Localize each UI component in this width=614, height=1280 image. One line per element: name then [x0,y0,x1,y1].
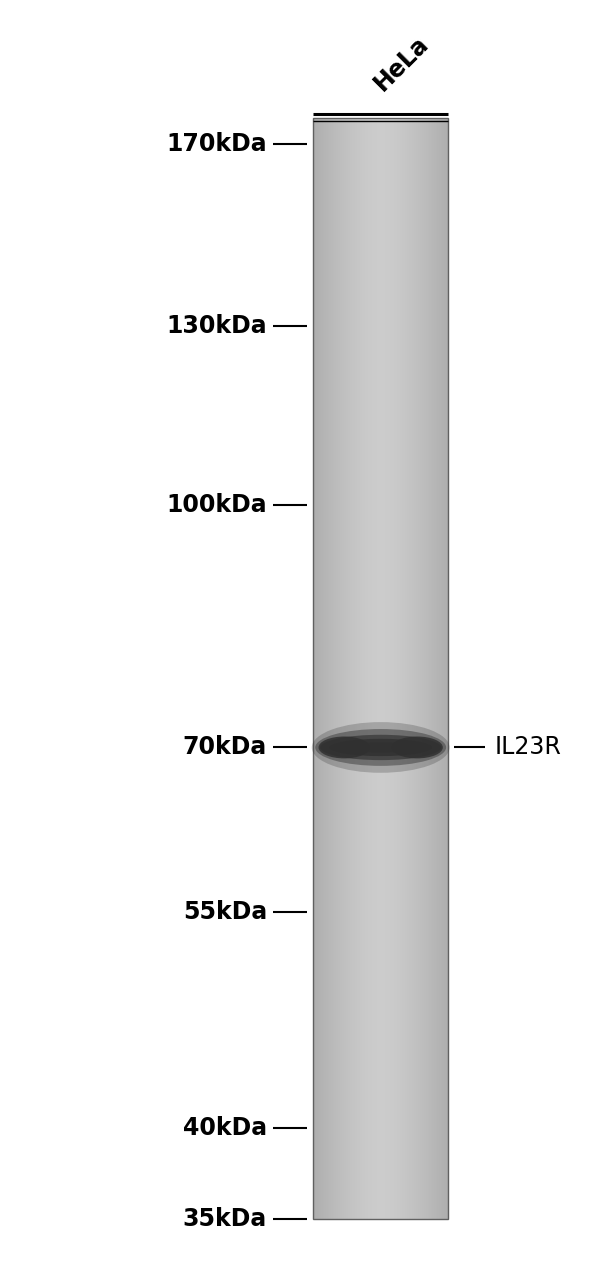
Text: 55kDa: 55kDa [183,900,267,924]
Text: 40kDa: 40kDa [183,1116,267,1140]
Text: 35kDa: 35kDa [183,1207,267,1231]
Text: 70kDa: 70kDa [183,736,267,759]
Ellipse shape [329,739,432,756]
Text: 130kDa: 130kDa [166,315,267,338]
Ellipse shape [392,736,443,758]
Ellipse shape [319,736,370,758]
Text: 170kDa: 170kDa [166,132,267,156]
Text: 100kDa: 100kDa [166,493,267,517]
Ellipse shape [320,735,441,760]
Bar [313,118,448,1219]
Ellipse shape [312,722,449,773]
Ellipse shape [315,730,446,765]
Text: HeLa: HeLa [370,31,434,95]
Ellipse shape [344,742,418,753]
Text: IL23R: IL23R [494,736,561,759]
